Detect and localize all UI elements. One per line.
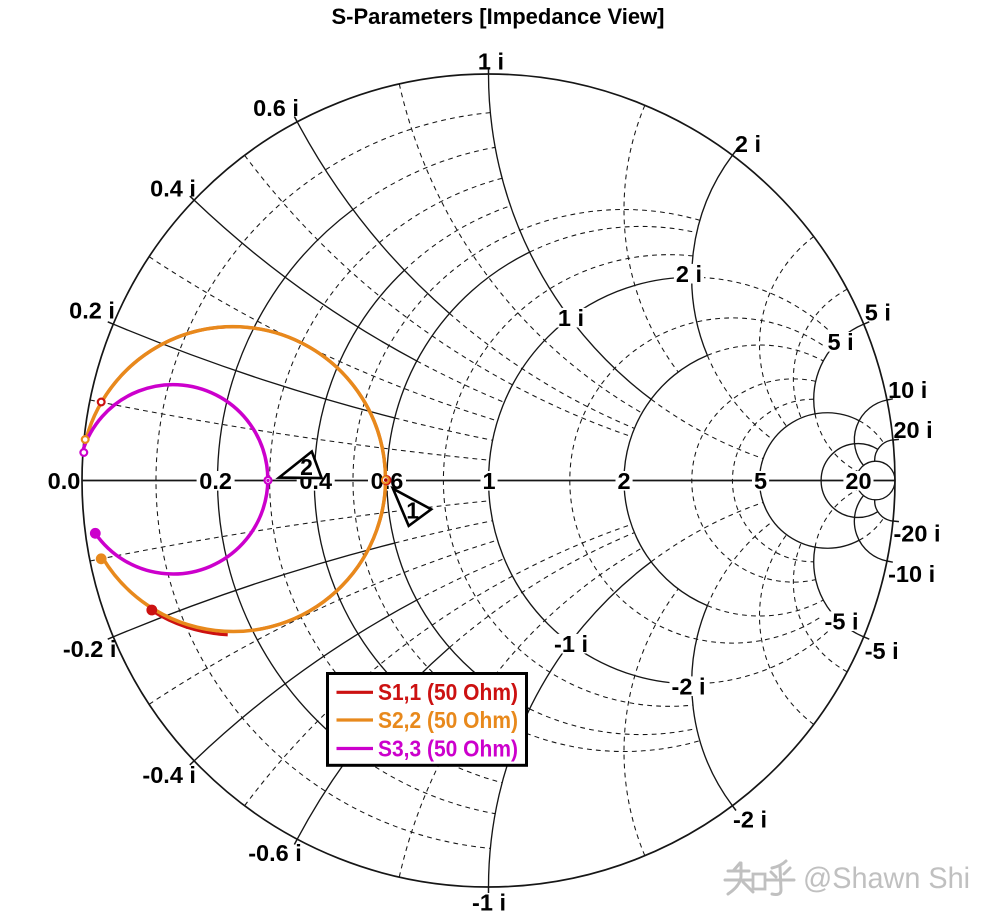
svg-text:-2 i: -2 i	[672, 673, 706, 699]
svg-text:0.4 i: 0.4 i	[150, 175, 196, 201]
svg-text:5: 5	[754, 468, 767, 494]
svg-text:-0.4 i: -0.4 i	[142, 762, 196, 788]
svg-text:S2,2 (50 Ohm): S2,2 (50 Ohm)	[378, 707, 518, 733]
svg-text:-1 i: -1 i	[472, 889, 506, 915]
svg-text:S3,3 (50 Ohm): S3,3 (50 Ohm)	[378, 735, 518, 761]
svg-text:20 i: 20 i	[893, 417, 932, 443]
svg-text:-2 i: -2 i	[733, 806, 767, 832]
svg-text:0.6 i: 0.6 i	[253, 95, 299, 121]
svg-text:0.2 i: 0.2 i	[69, 298, 115, 324]
svg-text:-20 i: -20 i	[893, 521, 940, 547]
svg-text:-10 i: -10 i	[888, 561, 935, 587]
svg-text:2: 2	[617, 468, 630, 494]
svg-text:-0.2 i: -0.2 i	[63, 636, 117, 662]
svg-text:5 i: 5 i	[828, 329, 854, 355]
svg-text:-5 i: -5 i	[865, 638, 899, 664]
svg-text:1: 1	[406, 498, 419, 524]
svg-text:-0.6 i: -0.6 i	[248, 840, 302, 866]
svg-text:0.0: 0.0	[48, 468, 81, 494]
svg-text:S1,1 (50 Ohm): S1,1 (50 Ohm)	[378, 679, 518, 705]
svg-text:5 i: 5 i	[865, 300, 891, 326]
svg-text:0.2: 0.2	[199, 468, 232, 494]
svg-text:20: 20	[845, 468, 871, 494]
svg-text:2 i: 2 i	[676, 261, 702, 287]
svg-text:-5 i: -5 i	[825, 608, 859, 634]
svg-text:S-Parameters [Impedance View]: S-Parameters [Impedance View]	[332, 4, 665, 29]
svg-text:1: 1	[482, 468, 495, 494]
svg-text:2 i: 2 i	[735, 131, 761, 157]
svg-text:2: 2	[300, 454, 313, 480]
svg-text:1 i: 1 i	[558, 305, 584, 331]
svg-text:@Shawn Shi: @Shawn Shi	[803, 862, 970, 895]
svg-text:10 i: 10 i	[888, 377, 927, 403]
svg-text:-1 i: -1 i	[554, 631, 588, 657]
svg-text:1 i: 1 i	[478, 48, 504, 74]
